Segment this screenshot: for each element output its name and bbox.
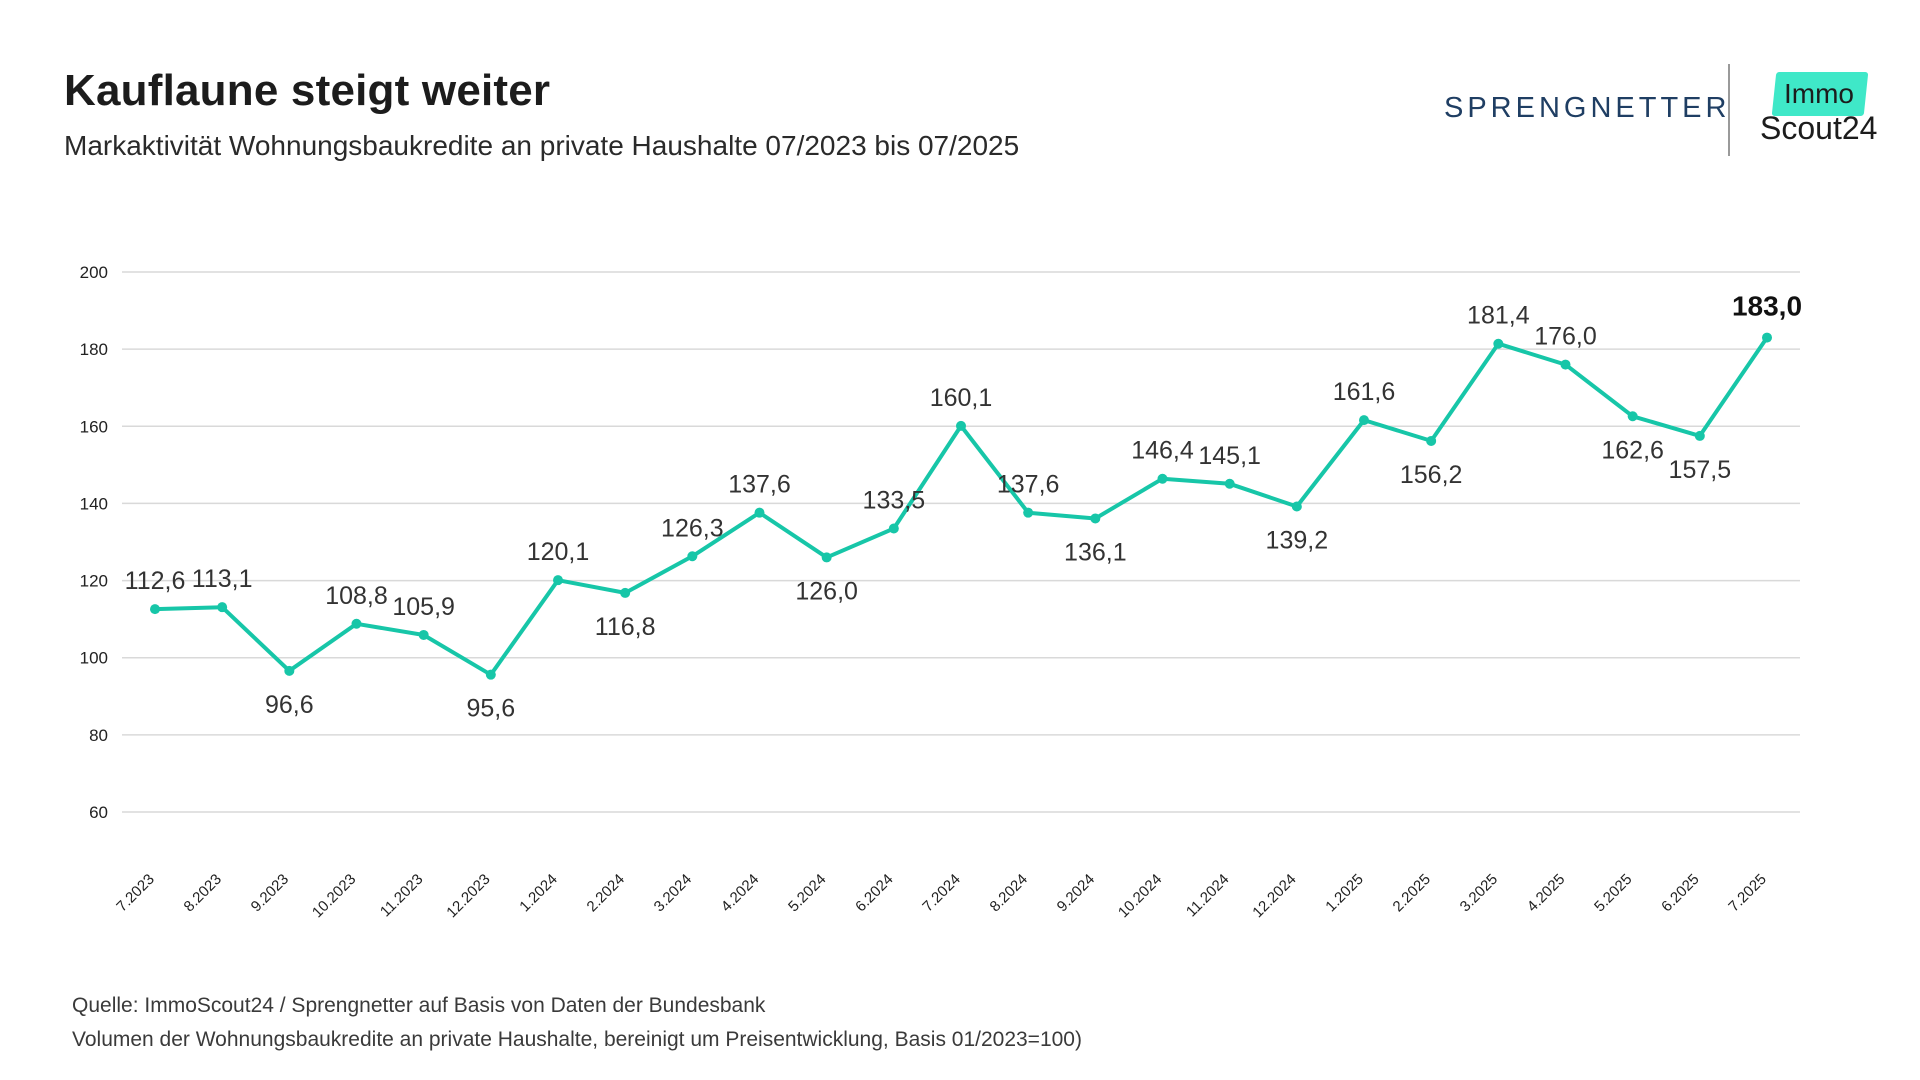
x-tick-labels: 7.2023 8.2023 9.2023 10.2023 11.2023 12.2023 1… <box>113 871 1769 921</box>
data-label: 183,0 <box>1732 291 1802 322</box>
data-point <box>1090 513 1101 524</box>
data-label: 145,1 <box>1198 442 1261 470</box>
x-tick-label: 7.2025 <box>1725 871 1769 915</box>
data-label: 113,1 <box>192 565 253 593</box>
data-labels: 112,6 113,1 96,6 108,8 105,9 95,6 120,1 116,8 12… <box>125 291 1802 723</box>
data-label: 136,1 <box>1064 538 1127 566</box>
x-tick-label: 1.2025 <box>1322 871 1366 915</box>
data-label: 181,4 <box>1467 302 1530 330</box>
data-point <box>217 602 228 613</box>
x-tick-label: 3.2025 <box>1457 871 1501 915</box>
data-label: 126,3 <box>661 514 724 542</box>
data-label: 126,0 <box>795 577 858 605</box>
data-label: 137,6 <box>728 471 791 499</box>
data-point <box>351 618 362 629</box>
data-label: 133,5 <box>863 487 926 515</box>
y-tick-label: 200 <box>80 263 108 282</box>
data-point <box>1762 332 1772 343</box>
data-point <box>485 669 496 680</box>
x-tick-label: 2.2024 <box>584 871 628 915</box>
x-tick-label: 11.2023 <box>377 871 427 921</box>
x-tick-label: 12.2023 <box>443 871 493 921</box>
data-label: 160,1 <box>930 384 993 412</box>
data-label: 96,6 <box>265 691 314 719</box>
x-tick-label: 9.2023 <box>248 871 292 915</box>
data-label: 156,2 <box>1400 461 1463 489</box>
x-tick-label: 10.2024 <box>1115 871 1165 921</box>
data-point <box>620 587 631 598</box>
data-point <box>150 604 160 615</box>
data-label: 162,6 <box>1601 436 1664 464</box>
x-tick-label: 11.2024 <box>1183 871 1233 921</box>
data-point <box>1694 430 1705 441</box>
immo-logo-text: Immo <box>1784 78 1854 109</box>
x-tick-label: 3.2024 <box>651 871 695 915</box>
data-label: 116,8 <box>595 613 656 641</box>
x-tick-label: 1.2024 <box>516 871 560 915</box>
chart-subtitle: Markaktivität Wohnungsbaukredite an priv… <box>64 130 1020 161</box>
method-note: Volumen der Wohnungsbaukredite an privat… <box>72 1028 1082 1051</box>
data-label: 176,0 <box>1534 323 1597 351</box>
x-tick-label: 7.2024 <box>919 871 963 915</box>
data-point <box>1560 359 1571 370</box>
chart-title: Kauflaune steigt weiter <box>64 66 551 115</box>
data-label: 120,1 <box>527 538 590 566</box>
data-point <box>1426 435 1437 446</box>
data-point <box>754 507 765 518</box>
data-point <box>888 523 899 534</box>
data-point <box>956 420 966 431</box>
scout24-logo-text: Scout24 <box>1760 110 1878 146</box>
x-tick-label: 4.2025 <box>1524 871 1568 915</box>
y-tick-label: 80 <box>89 726 108 745</box>
data-point <box>687 551 698 562</box>
immoscout24-logo: Immo Scout24 <box>1758 72 1878 152</box>
data-point <box>284 665 295 676</box>
sprengnetter-logo: SPRENGNETTER <box>1444 92 1731 124</box>
x-tick-label: 4.2024 <box>718 871 762 915</box>
x-tick-label: 8.2023 <box>181 871 225 915</box>
data-label: 157,5 <box>1669 456 1732 484</box>
data-point <box>1157 473 1168 484</box>
y-tick-label: 60 <box>89 803 108 822</box>
y-tick-label: 180 <box>80 340 108 359</box>
x-tick-label: 6.2025 <box>1658 871 1702 915</box>
data-point <box>821 552 832 563</box>
data-label: 95,6 <box>466 695 515 723</box>
x-tick-label: 5.2024 <box>785 871 829 915</box>
data-point <box>1627 411 1638 422</box>
data-point <box>553 575 563 586</box>
data-label: 108,8 <box>325 582 388 610</box>
y-tick-label: 120 <box>80 572 108 591</box>
y-tick-label: 100 <box>80 649 108 668</box>
grid-lines <box>122 271 1800 813</box>
data-label: 139,2 <box>1266 527 1329 555</box>
x-tick-label: 7.2023 <box>113 871 157 915</box>
y-tick-label: 160 <box>80 417 108 436</box>
x-tick-label: 8.2024 <box>987 871 1031 915</box>
source-note: Quelle: ImmoScout24 / Sprengnetter auf B… <box>72 994 766 1017</box>
x-tick-label: 10.2023 <box>309 871 359 921</box>
y-tick-labels: 60 80 100 120 140 160 180 200 <box>80 263 108 822</box>
data-label: 112,6 <box>125 567 186 595</box>
x-tick-label: 2.2025 <box>1390 871 1434 915</box>
x-tick-label: 6.2024 <box>852 871 896 915</box>
data-point <box>418 629 429 640</box>
data-label: 161,6 <box>1333 378 1396 406</box>
data-point <box>1291 501 1302 512</box>
logo-divider <box>1728 64 1730 156</box>
x-tick-label: 12.2024 <box>1249 871 1299 921</box>
data-point <box>1023 507 1034 518</box>
data-label: 146,4 <box>1131 437 1194 465</box>
data-point <box>1493 338 1504 349</box>
x-tick-label: 9.2024 <box>1054 871 1098 915</box>
data-point <box>1224 478 1235 489</box>
data-points <box>150 332 1772 680</box>
data-label: 137,6 <box>997 471 1060 499</box>
data-point <box>1359 415 1369 426</box>
y-tick-label: 140 <box>80 494 108 513</box>
data-label: 105,9 <box>392 593 455 621</box>
x-tick-label: 5.2025 <box>1591 871 1635 915</box>
